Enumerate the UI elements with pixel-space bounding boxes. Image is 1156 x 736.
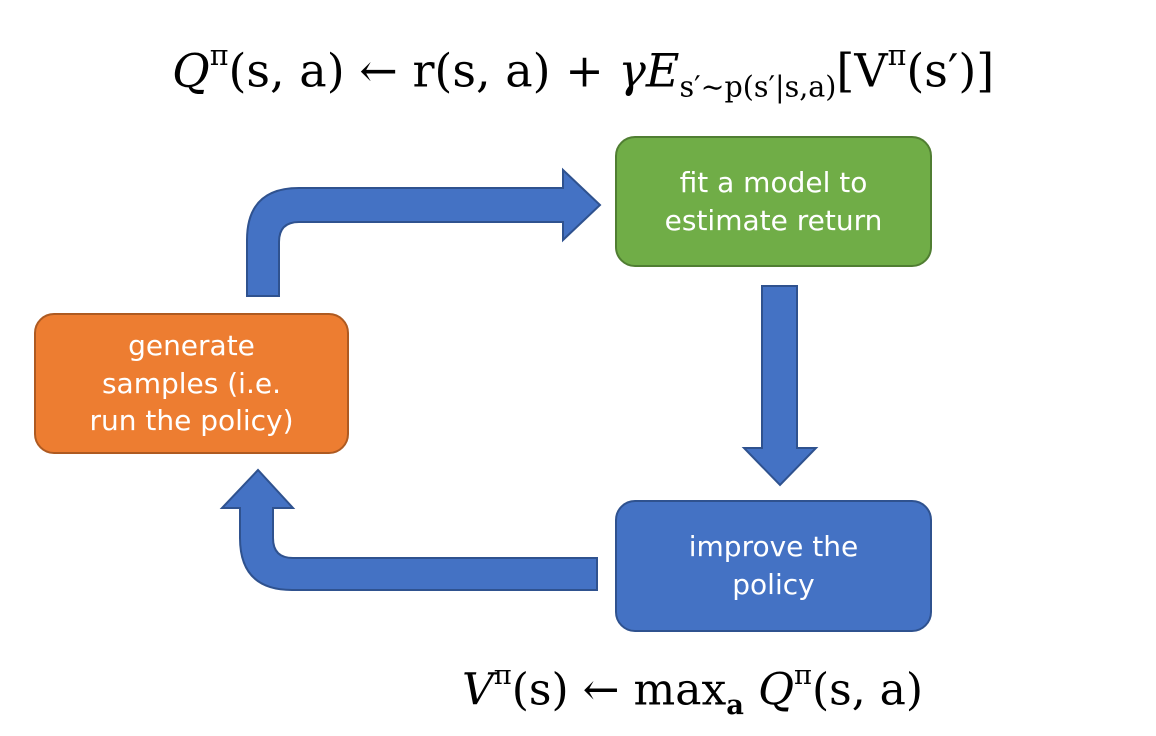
assign-arrow-bottom: ← — [582, 664, 620, 716]
improve-policy-line1: improve the — [688, 530, 859, 564]
reward-term: r(s, a) — [412, 43, 551, 98]
q-symbol-bottom: Q — [757, 664, 795, 716]
arrow-generate-to-fit — [246, 167, 602, 297]
pi-superscript: π — [209, 39, 229, 72]
generate-samples-line3: run the policy) — [89, 404, 294, 438]
q-arguments-bottom: (s, a) — [811, 664, 924, 716]
q-arguments: (s, a) — [228, 43, 345, 98]
gamma-symbol: γ — [618, 43, 646, 98]
q-pi-superscript-bottom: π — [794, 660, 812, 691]
fit-model-line1: fit a model to — [679, 165, 868, 199]
assign-arrow: ← — [359, 43, 398, 98]
fit-model-line2: estimate return — [664, 203, 883, 237]
max-subscript: a — [726, 689, 744, 721]
generate-samples-line1: generate — [128, 328, 255, 362]
equation-q-update: Qπ(s, a) ← r(s, a) + γEs′∼p(s′|s,a)[Vπ(s… — [172, 39, 995, 104]
improve-policy-line2: policy — [732, 568, 815, 601]
expectation-subscript: s′∼p(s′|s,a) — [679, 70, 837, 104]
fit-model-box: fit a model to estimate return — [615, 136, 932, 267]
expectation-symbol: E — [645, 43, 680, 98]
generate-samples-box: generate samples (i.e. run the policy) — [34, 313, 349, 454]
generate-samples-line2: samples (i.e. — [101, 366, 281, 400]
arrow-improve-to-generate — [219, 468, 598, 591]
equation-v-update: Vπ(s) ← maxa Qπ(s, a) — [462, 662, 923, 719]
q-symbol: Q — [172, 43, 210, 98]
value-pi-superscript: π — [887, 39, 907, 72]
value-open: [V — [836, 43, 888, 98]
improve-policy-box: improve the policy — [615, 500, 932, 632]
max-operator: max — [633, 664, 727, 716]
value-arguments: (s′)] — [906, 43, 995, 98]
v-arguments: (s) — [511, 664, 569, 716]
plus-sign: + — [565, 43, 604, 98]
v-symbol: V — [462, 664, 494, 716]
v-pi-superscript: π — [493, 660, 512, 691]
arrow-fit-to-improve — [741, 285, 819, 487]
